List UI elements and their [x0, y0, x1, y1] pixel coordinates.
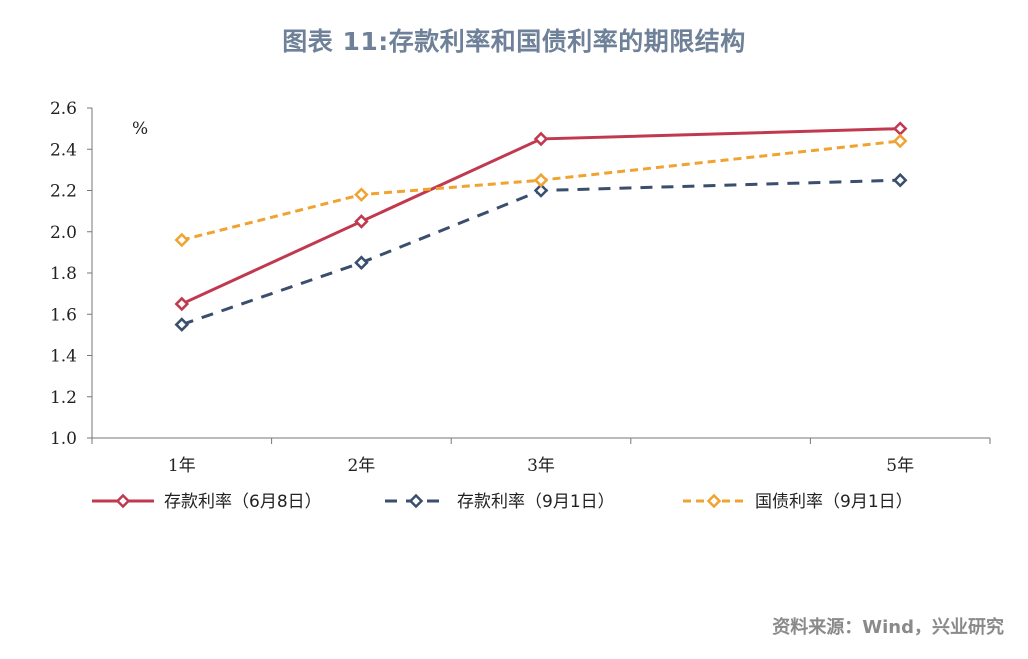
series-2	[174, 172, 908, 332]
y-tick-label: 1.2	[50, 388, 77, 408]
data-point	[533, 172, 549, 188]
x-tick-label: 5年	[886, 456, 914, 476]
legend-swatch-marker	[408, 493, 424, 509]
data-point	[533, 131, 549, 147]
legend-label: 存款利率（6月8日）	[164, 492, 322, 512]
legend-swatch-marker	[115, 493, 131, 509]
y-tick-label: 1.8	[50, 264, 77, 284]
y-tick-label: 1.0	[50, 429, 77, 449]
data-point	[174, 232, 190, 248]
legend: 存款利率（6月8日） 存款利率（9月1日） 国债利率（9月1日）	[92, 492, 913, 512]
y-tick-label: 1.4	[50, 347, 77, 367]
y-tick-label: 2.2	[50, 182, 77, 202]
chart-title: 图表 11:存款利率和国债利率的期限结构	[282, 27, 746, 56]
legend-item-3: 国债利率（9月1日）	[683, 492, 913, 512]
x-tick-label: 1年	[168, 456, 196, 476]
legend-label: 国债利率（9月1日）	[755, 492, 913, 512]
data-point	[892, 133, 908, 149]
data-point	[174, 296, 190, 312]
series-line	[181, 139, 901, 242]
legend-swatch-marker	[706, 493, 722, 509]
y-tick-label: 1.6	[50, 305, 77, 325]
data-point	[174, 317, 190, 332]
series-1	[174, 121, 908, 312]
source-note: 资料来源：Wind，兴业研究	[772, 617, 1004, 638]
legend-item-1: 存款利率（6月8日）	[92, 492, 322, 512]
y-tick-label: 2.0	[50, 223, 77, 243]
y-axis-unit: %	[132, 119, 148, 139]
data-point	[354, 214, 369, 229]
x-tick-label: 3年	[527, 456, 555, 476]
legend-label: 存款利率（9月1日）	[457, 492, 615, 512]
series-layer	[174, 121, 908, 332]
data-point	[533, 183, 549, 198]
x-tick-label: 2年	[347, 456, 375, 476]
data-point	[892, 121, 908, 136]
series-line	[181, 178, 901, 326]
data-point	[354, 255, 369, 270]
y-tick-label: 2.4	[50, 140, 77, 160]
data-point	[354, 187, 369, 202]
series-3	[174, 133, 908, 248]
data-point	[892, 172, 908, 188]
series-line	[181, 127, 901, 306]
y-tick-label: 2.6	[50, 99, 77, 119]
legend-item-2: 存款利率（9月1日）	[385, 492, 615, 512]
axes: 1.0 1.2 1.4 1.6 1.8 2.0 2.2 2.4 2.6 1年 2年 3年 5年%	[50, 99, 991, 476]
